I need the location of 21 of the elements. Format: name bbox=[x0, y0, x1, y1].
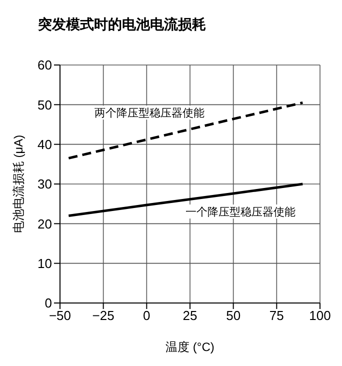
x-tick-label: 25 bbox=[182, 308, 198, 324]
y-tick-label: 60 bbox=[38, 58, 52, 73]
x-tick-label: 75 bbox=[269, 308, 284, 324]
y-tick-label: 0 bbox=[44, 296, 52, 311]
chart-title: 突发模式时的电池电流损耗 bbox=[38, 16, 206, 34]
series-label: 一个降压型稳压器使能 bbox=[185, 206, 296, 219]
line-series bbox=[67, 101, 304, 160]
line-series bbox=[67, 182, 304, 217]
y-tick-label: 30 bbox=[38, 176, 52, 192]
y-tick-label: 50 bbox=[38, 97, 52, 112]
x-tick-label: 50 bbox=[226, 308, 241, 324]
y-axis-title: 电池电流损耗 (μA) bbox=[11, 134, 26, 234]
y-tick-label: 10 bbox=[38, 256, 52, 271]
series-label: 两个降压型稳压器使能 bbox=[94, 106, 205, 120]
x-tick-label: 100 bbox=[309, 308, 331, 324]
x-tick-label: −50 bbox=[48, 308, 72, 324]
x-axis-title: 温度 (°C) bbox=[166, 340, 214, 354]
x-tick-label: 0 bbox=[143, 308, 150, 324]
x-tick-label: −25 bbox=[92, 308, 114, 324]
y-tick-label: 20 bbox=[38, 216, 52, 232]
y-tick-label: 40 bbox=[38, 136, 52, 152]
